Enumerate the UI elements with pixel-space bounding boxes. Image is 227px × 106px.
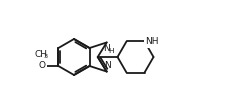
Text: O: O — [39, 61, 45, 70]
Text: NH: NH — [145, 37, 158, 46]
Text: CH: CH — [34, 50, 47, 59]
Text: H: H — [107, 48, 113, 54]
Text: N: N — [103, 44, 110, 53]
Text: 3: 3 — [43, 54, 47, 59]
Text: N: N — [104, 61, 111, 70]
